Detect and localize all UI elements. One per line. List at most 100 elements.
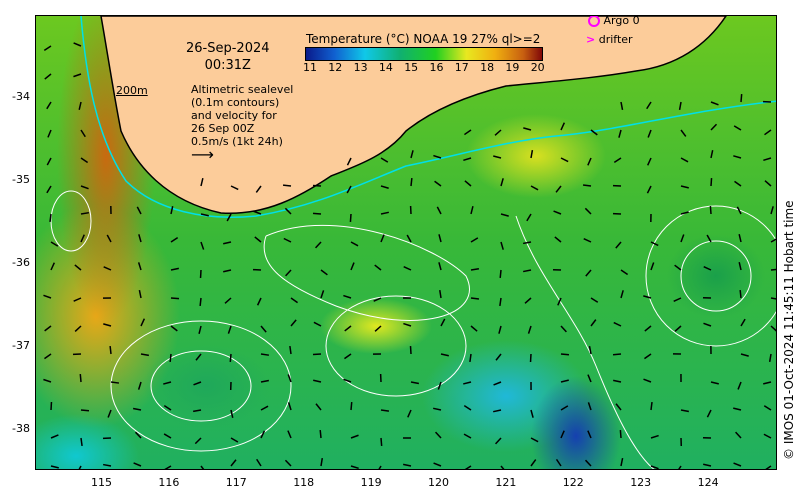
drifter-chevron-icon: > (586, 33, 596, 46)
velocity-arrow (587, 374, 592, 383)
velocity-arrow (138, 290, 142, 299)
velocity-arrow (643, 378, 652, 383)
velocity-arrow (650, 434, 659, 439)
velocity-arrow (646, 185, 652, 194)
velocity-arrow (380, 157, 389, 163)
velocity-arrow (763, 157, 772, 162)
velocity-arrow (133, 462, 142, 467)
velocity-arrow (230, 437, 239, 443)
velocity-arrow (312, 184, 322, 187)
velocity-arrow (50, 434, 59, 439)
velocity-arrow (260, 353, 270, 356)
velocity-arrow (50, 241, 59, 247)
velocity-arrow (200, 465, 205, 469)
velocity-arrow (438, 234, 442, 243)
velocity-arrow (647, 129, 652, 138)
velocity-arrow (765, 465, 772, 469)
velocity-arrow (380, 211, 389, 215)
velocity-arrow (350, 262, 355, 271)
velocity-arrow (260, 405, 269, 411)
velocity-arrow (193, 381, 202, 386)
velocity-arrow (46, 101, 52, 110)
colorbar-tick: 11 (303, 61, 317, 74)
velocity-arrow (410, 381, 420, 385)
velocity-arrow (350, 465, 359, 469)
velocity-arrow (73, 73, 82, 78)
velocity-arrow (560, 157, 569, 163)
velocity-arrow (256, 458, 262, 467)
velocity-arrow (680, 211, 689, 215)
velocity-arrow (230, 459, 237, 467)
velocity-arrow (500, 241, 504, 250)
velocity-arrow (612, 353, 622, 356)
velocity-arrow (523, 127, 532, 131)
velocity-arrow (43, 45, 52, 51)
velocity-arrow (194, 437, 202, 445)
velocity-arrow (735, 431, 742, 439)
velocity-arrow (674, 264, 682, 271)
velocity-arrow (380, 409, 390, 412)
velocity-arrow (650, 465, 659, 469)
scale-arrow-icon: ⟶ (191, 145, 214, 164)
velocity-arrow (137, 381, 142, 390)
velocity-arrow (739, 289, 742, 299)
velocity-arrow (407, 409, 412, 418)
sealevel-contours (50, 190, 776, 469)
velocity-arrow (526, 213, 532, 222)
velocity-arrow (644, 353, 652, 360)
argo-circle-icon (588, 16, 600, 27)
velocity-arrow (290, 297, 298, 304)
velocity-arrow (73, 42, 82, 47)
velocity-arrow (763, 381, 772, 385)
velocity-arrow (530, 459, 537, 467)
velocity-arrow (615, 403, 622, 411)
velocity-arrow (163, 405, 172, 411)
velocity-arrow (284, 459, 292, 467)
velocity-arrow (170, 267, 179, 271)
velocity-arrow (320, 290, 325, 299)
land (100, 16, 727, 215)
velocity-arrow (706, 234, 712, 243)
velocity-arrow (253, 210, 262, 215)
velocity-arrow (646, 101, 652, 110)
velocity-arrow (164, 465, 172, 469)
velocity-arrow (523, 269, 532, 273)
velocity-arrow (200, 241, 205, 250)
velocity-arrow (110, 381, 120, 384)
velocity-arrow (710, 150, 714, 159)
velocity-arrow (80, 409, 90, 412)
velocity-arrow (230, 409, 234, 418)
velocity-arrow (706, 409, 712, 418)
velocity-arrow (103, 266, 112, 271)
lon-tick: 116 (158, 476, 180, 489)
velocity-arrow (590, 319, 597, 327)
velocity-arrow (282, 184, 292, 187)
velocity-arrow (770, 238, 776, 243)
velocity-arrow (433, 407, 442, 411)
colorbar-tick: 13 (353, 61, 368, 74)
velocity-arrow (733, 407, 742, 411)
velocity-arrow (530, 437, 539, 443)
velocity-arrow (560, 353, 570, 356)
velocity-arrow (710, 123, 718, 131)
velocity-arrow (493, 155, 502, 159)
date-label: 26-Sep-2024 00:31Z (186, 41, 270, 73)
velocity-arrow (290, 319, 297, 327)
lon-tick: 123 (630, 476, 652, 489)
velocity-arrow (103, 323, 112, 327)
velocity-arrow (200, 178, 204, 187)
velocity-arrow (470, 206, 474, 215)
velocity-arrow (170, 206, 174, 215)
velocity-arrow (192, 409, 202, 413)
velocity-arrow (613, 379, 622, 383)
velocity-arrow (102, 463, 112, 467)
velocity-arrow (287, 402, 292, 411)
credit-text: © IMOS 01-Oct-2024 11:45:11 Hobart time (782, 200, 796, 460)
velocity-arrow (650, 262, 655, 271)
velocity-arrow (768, 353, 772, 363)
velocity-arrow (374, 325, 382, 332)
velocity-arrow (740, 353, 749, 357)
velocity-arrow (680, 157, 689, 163)
velocity-arrow (736, 206, 742, 215)
velocity-arrow (733, 155, 742, 159)
